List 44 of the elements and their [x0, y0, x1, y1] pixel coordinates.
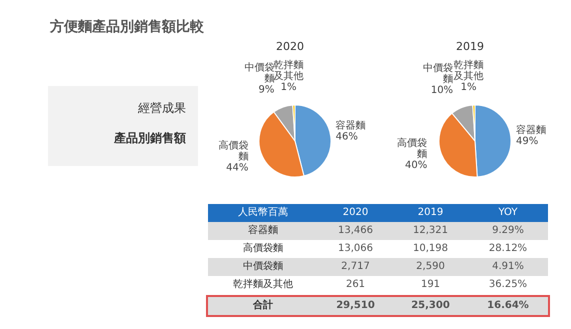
slice-label: 高價袋麵 — [397, 136, 428, 160]
y-axis-title: 人民幣百萬 — [237, 206, 289, 220]
x-tick-label: 2019 — [416, 206, 444, 220]
x-tick-label: 2020 — [342, 206, 370, 220]
data-label: 1% — [460, 82, 476, 94]
data-label: 4.91% — [491, 260, 525, 274]
data-label: 9% — [258, 84, 274, 96]
slice-label: 乾拌麵及其他 — [454, 59, 484, 82]
data-label: 13,466 — [337, 224, 374, 238]
data-label: 2,717 — [340, 260, 371, 274]
data-label: 36.25% — [488, 278, 528, 292]
y-tick-label: 高價袋麵 — [242, 242, 284, 256]
data-label: 10,198 — [412, 242, 449, 256]
y-tick-label: 中價袋麵 — [242, 260, 284, 274]
chart-title: 2020 — [276, 40, 304, 53]
data-label: 191 — [420, 278, 442, 292]
data-label: 49% — [516, 136, 538, 148]
slice-label: 容器麵 — [516, 124, 546, 136]
data-label: 2,590 — [415, 260, 446, 274]
data-label: 9.29% — [491, 224, 525, 238]
data-label: 29,510 — [335, 299, 376, 313]
data-label: 40% — [404, 160, 428, 171]
data-label: 44% — [226, 162, 248, 174]
slice-label: 中價袋麵 — [423, 62, 454, 86]
y-tick-label: 乾拌麵及其他 — [232, 278, 294, 292]
y-tick-label: 合計 — [252, 298, 274, 313]
data-label: 46% — [336, 132, 358, 143]
data-label: 10% — [430, 85, 454, 96]
slice-label: 容器麵 — [336, 120, 366, 132]
text: 產品別銷售額 — [114, 130, 186, 147]
data-label: 261 — [344, 278, 366, 292]
chart-title: 2019 — [456, 40, 484, 53]
y-tick-label: 容器麵 — [247, 224, 279, 238]
slice-label: 乾拌麵及其他 — [274, 59, 304, 82]
data-label: 12,321 — [412, 224, 449, 238]
x-tick-label: YOY — [498, 206, 518, 220]
data-label: 1% — [280, 82, 296, 94]
data-label: 25,300 — [410, 299, 451, 313]
text: 方便麵產品別銷售額比較 — [50, 18, 204, 36]
text: 經營成果 — [138, 100, 186, 117]
data-label: 28.12% — [488, 242, 528, 256]
data-label: 16.64% — [486, 299, 530, 313]
data-label: 13,066 — [337, 242, 374, 256]
slice-label: 高價袋麵 — [218, 140, 248, 163]
